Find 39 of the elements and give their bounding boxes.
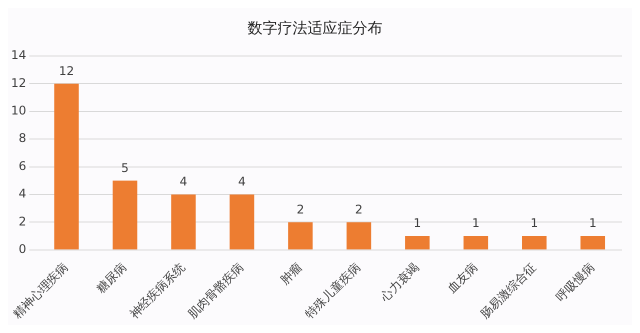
y-tick-label: 14 bbox=[10, 48, 26, 62]
bar bbox=[230, 194, 254, 250]
data-label: 12 bbox=[58, 64, 74, 78]
x-tick-label: 糖尿病 bbox=[94, 260, 130, 296]
x-tick-label: 心力衰竭 bbox=[377, 260, 422, 305]
y-tick-label: 4 bbox=[18, 186, 26, 201]
data-label: 4 bbox=[238, 174, 246, 189]
x-tick-label: 肠易激综合征 bbox=[478, 260, 539, 322]
bar bbox=[171, 194, 196, 250]
data-label: 4 bbox=[180, 174, 188, 189]
bar bbox=[580, 236, 606, 250]
bar bbox=[112, 180, 138, 250]
x-tick-label: 特殊儿童疾病 bbox=[302, 260, 364, 322]
bar bbox=[522, 236, 547, 250]
x-tick-label: 神经疾病系统 bbox=[126, 260, 188, 322]
x-tick-label: 肿瘤 bbox=[278, 260, 305, 288]
data-label: 1 bbox=[472, 216, 480, 230]
chart-title: 数字疗法适应症分布 bbox=[248, 18, 382, 37]
bar bbox=[464, 236, 488, 250]
data-label: 1 bbox=[588, 216, 597, 230]
data-label: 2 bbox=[355, 202, 363, 216]
bar bbox=[346, 222, 372, 250]
data-label: 1 bbox=[530, 216, 538, 230]
y-tick-label: 10 bbox=[10, 104, 26, 118]
x-tick-label: 血友病 bbox=[444, 260, 480, 296]
y-tick-label: 8 bbox=[18, 131, 26, 146]
x-tick-label: 肌肉骨骼疾病 bbox=[185, 260, 246, 322]
y-tick-label: 6 bbox=[18, 158, 26, 173]
y-tick-label: 2 bbox=[18, 214, 26, 228]
y-tick-label: 12 bbox=[10, 76, 26, 90]
bar bbox=[288, 222, 313, 250]
y-tick-label: 0 bbox=[18, 242, 26, 256]
bar bbox=[54, 84, 79, 250]
x-tick-label: 呼吸慢病 bbox=[553, 260, 598, 304]
data-label: 1 bbox=[414, 216, 422, 230]
data-label: 5 bbox=[121, 160, 129, 175]
bar bbox=[405, 236, 430, 250]
data-label: 2 bbox=[296, 202, 304, 216]
x-tick-label: 精神心理疾病 bbox=[10, 260, 71, 322]
